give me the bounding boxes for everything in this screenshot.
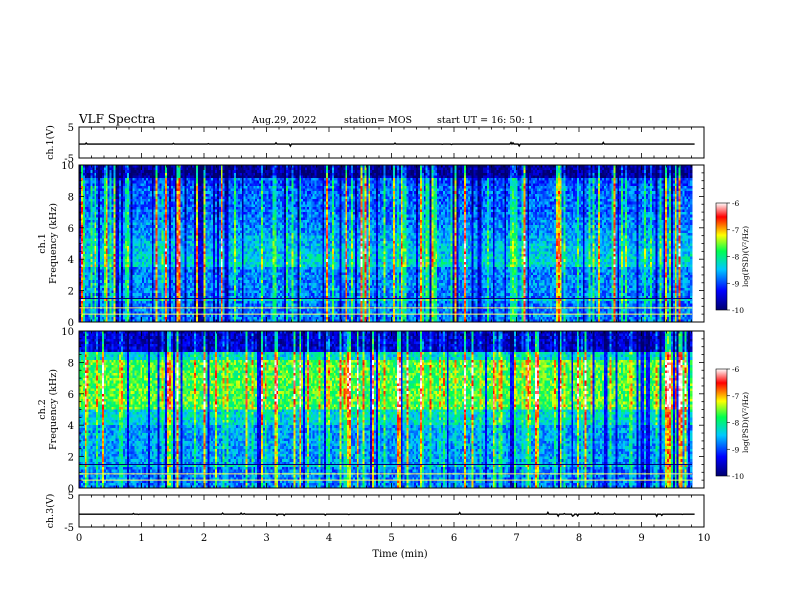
x-tick-label: 7 [513, 533, 519, 544]
y-tick-label: 5 [68, 491, 74, 502]
y-axis-label: ch.2 [37, 399, 48, 420]
colorbar [715, 202, 728, 311]
x-tick-label: 4 [326, 533, 332, 544]
y-tick-label: 10 [61, 161, 74, 172]
figure-title: VLF Spectra [78, 112, 155, 126]
x-tick-label: 6 [451, 533, 457, 544]
y-axis-label: ch.3(V) [45, 494, 56, 529]
colorbar [715, 368, 728, 477]
y-tick-label: 4 [68, 421, 74, 432]
colorbar-tick-label: -9 [732, 279, 740, 288]
y-tick-label: 8 [68, 192, 74, 203]
y-tick-label: 4 [68, 255, 74, 266]
colorbar-tick-label: -10 [732, 306, 744, 315]
spectrogram-cells [79, 331, 693, 489]
waveform-series [79, 510, 695, 518]
x-tick-label: 2 [201, 533, 207, 544]
colorbar-tick-label: -7 [732, 392, 740, 401]
y-tick-label: 8 [68, 358, 74, 369]
x-tick-label: 9 [638, 533, 644, 544]
y-axis-label: ch.1(V) [45, 125, 56, 160]
header-date: Aug.29, 2022 [251, 115, 316, 126]
y-tick-label: 6 [68, 224, 74, 235]
y-tick-label: 2 [68, 453, 74, 464]
y-tick-label: 2 [68, 287, 74, 298]
header-station: station= MOS [344, 115, 412, 126]
y-tick-label: -5 [64, 523, 74, 534]
x-tick-label: 8 [576, 533, 582, 544]
y-tick-label: 10 [61, 327, 74, 338]
colorbar-tick-label: -6 [732, 365, 740, 374]
colorbar-tick-label: -6 [732, 199, 740, 208]
colorbar-tick-label: -8 [732, 253, 740, 262]
spectrogram-cells [79, 165, 693, 323]
x-tick-label: 0 [76, 533, 82, 544]
colorbar-tick-label: -8 [732, 419, 740, 428]
x-tick-label: 10 [698, 533, 711, 544]
x-tick-label: 5 [388, 533, 394, 544]
y-tick-label: 5 [68, 123, 74, 134]
y-axis-label: ch.1 [37, 233, 48, 254]
header-start-time: start UT = 16: 50: 1 [437, 115, 534, 126]
y-tick-label: 0 [68, 318, 74, 329]
waveform-series [79, 141, 695, 148]
y-tick-label: 0 [68, 484, 74, 495]
x-tick-label: 1 [138, 533, 144, 544]
y-tick-label: 6 [68, 390, 74, 401]
y-axis-label: Frequency (kHz) [48, 369, 59, 450]
colorbar-label: log(PSD)(V²/Hz) [741, 226, 750, 287]
x-axis-label: Time (min) [372, 549, 427, 560]
colorbar-tick-label: -9 [732, 445, 740, 454]
y-axis-label: Frequency (kHz) [48, 203, 59, 284]
colorbar-tick-label: -10 [732, 472, 744, 481]
y-tick-label: -5 [64, 154, 74, 165]
colorbar-label: log(PSD)(V²/Hz) [741, 392, 750, 453]
x-tick-label: 3 [263, 533, 269, 544]
colorbar-tick-label: -7 [732, 226, 740, 235]
